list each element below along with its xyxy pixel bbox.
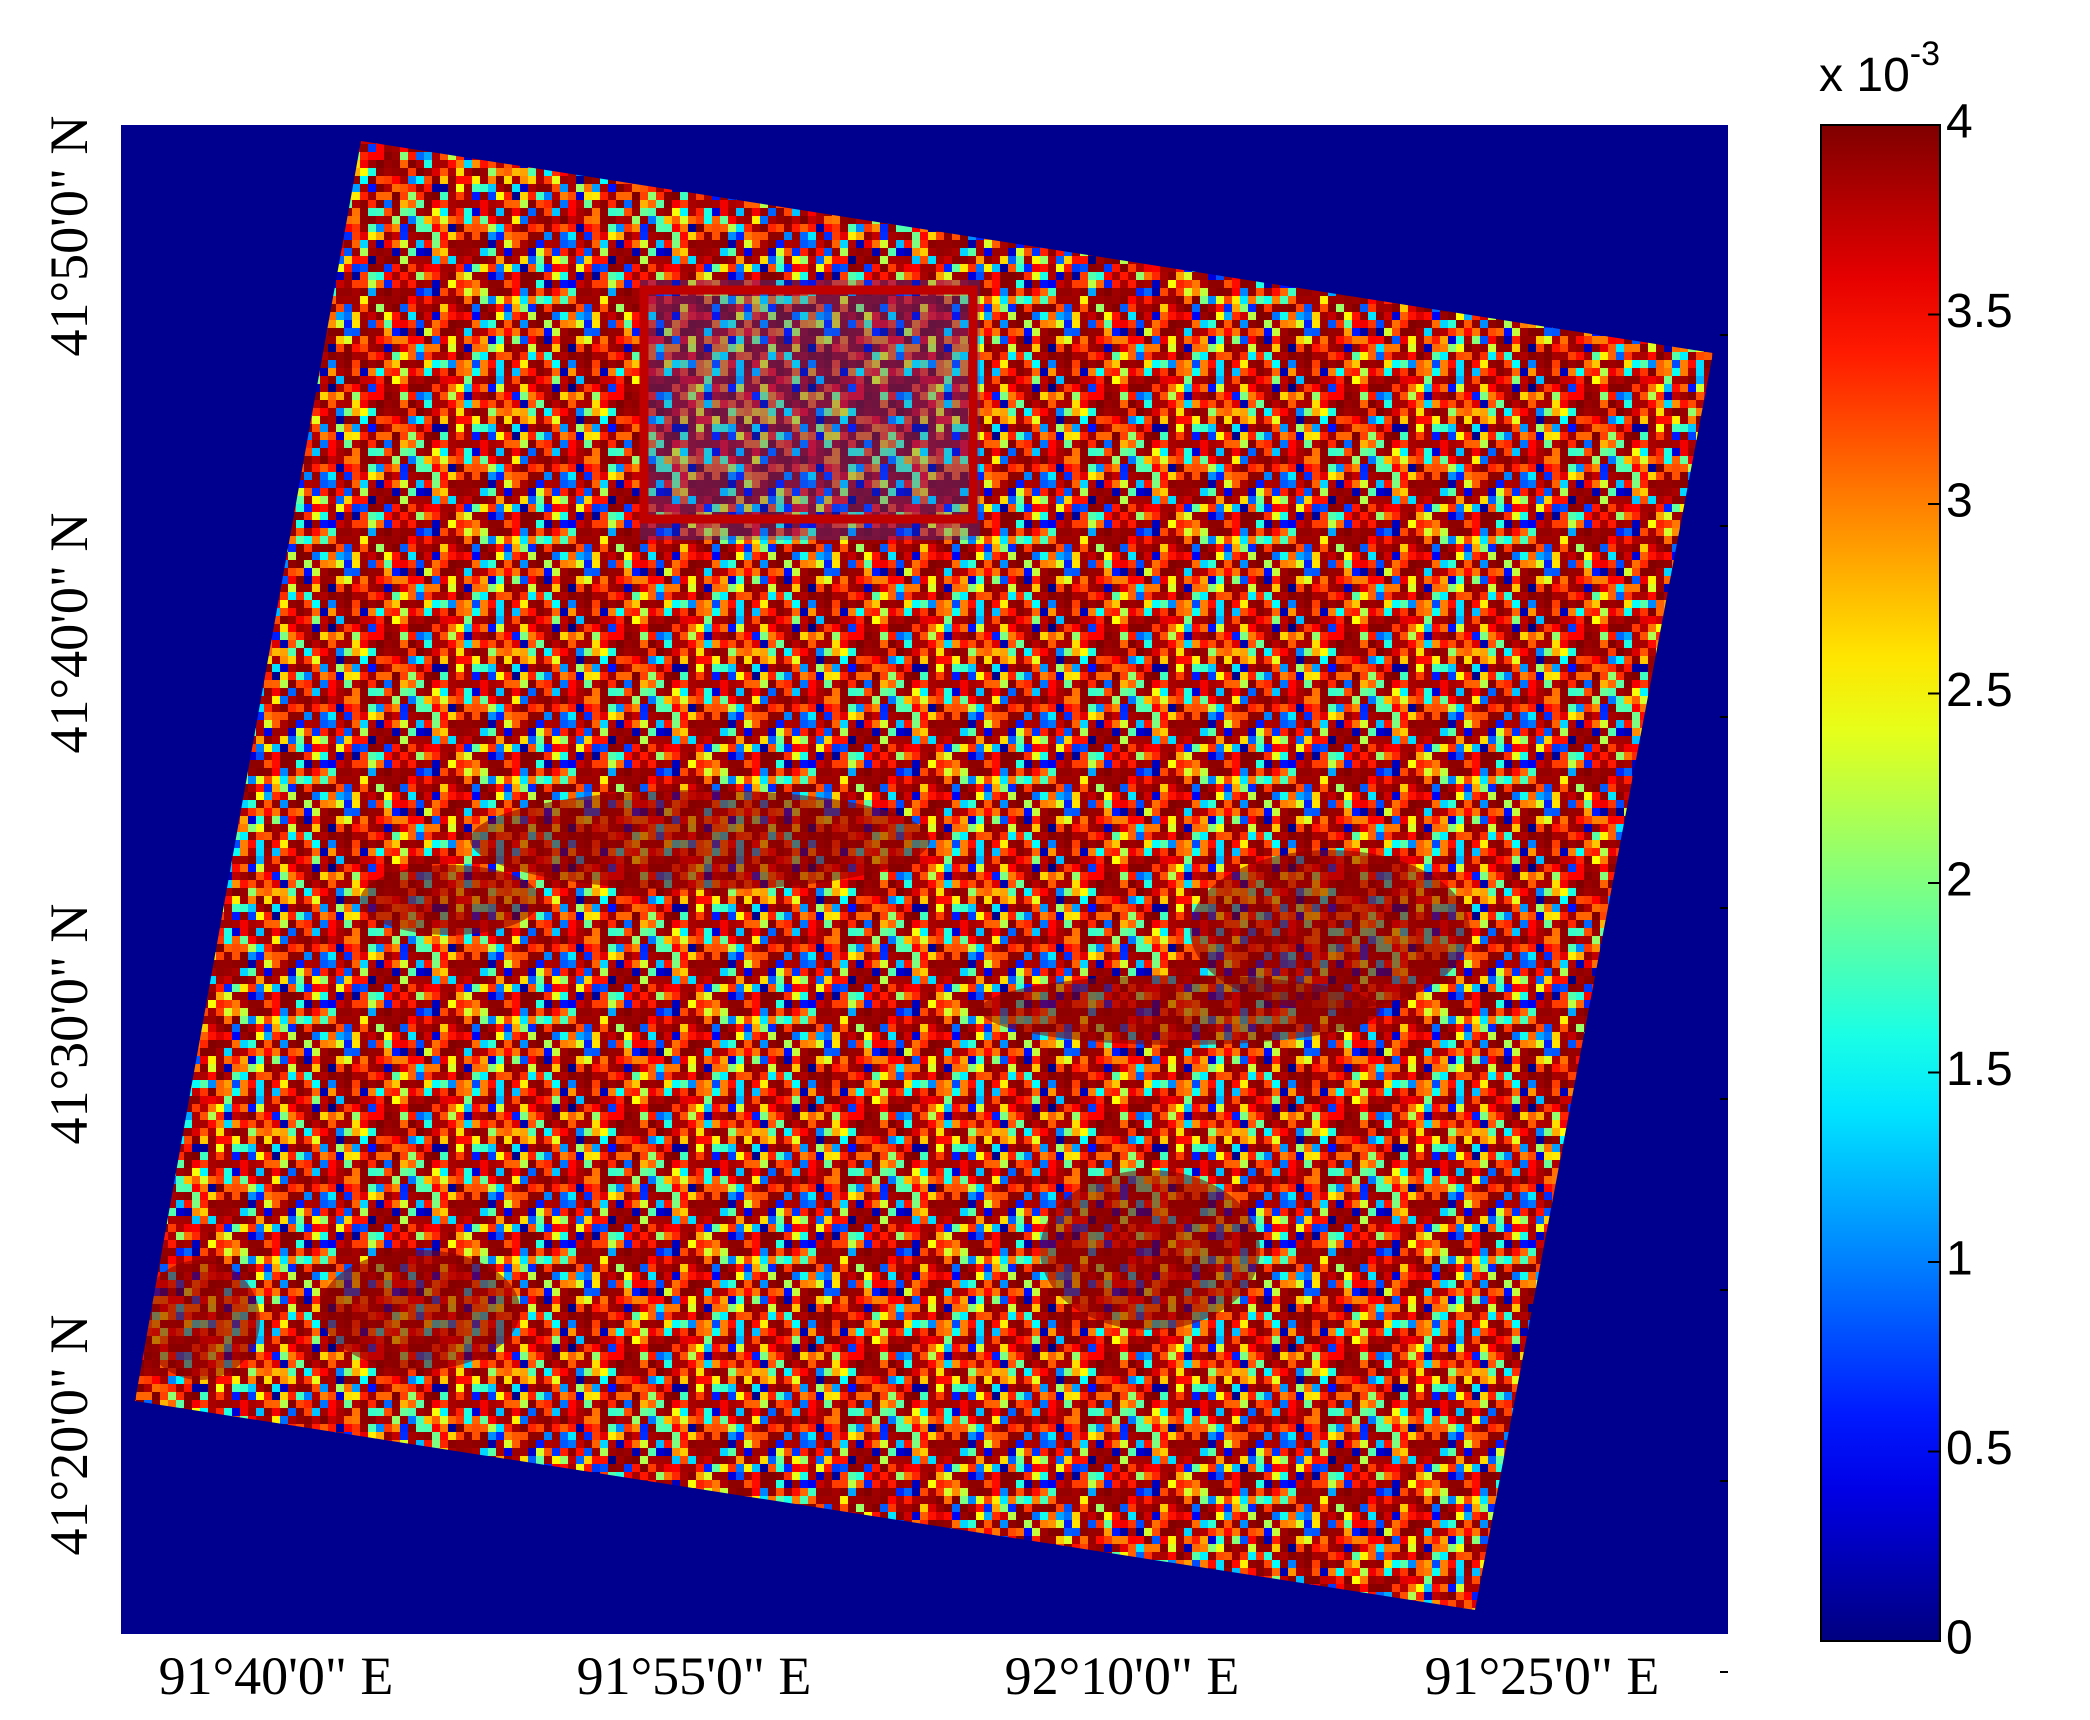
raster-blob (1040, 1170, 1260, 1330)
colorbar (1820, 124, 1941, 1642)
colorbar-tick-label: 0.5 (1946, 1422, 2013, 1475)
x-tick-label: 91°55'0" E (577, 1646, 812, 1706)
raster-blob (320, 1250, 520, 1370)
raster-blob (470, 790, 930, 890)
colorbar-tick-label: 1.5 (1946, 1043, 2013, 1096)
colorbar-tick-label: 0 (1946, 1612, 1973, 1665)
y-tick-label: 41°40'0" N (39, 513, 99, 754)
raster-blob (1190, 850, 1470, 1010)
colorbar-tick-label: 2.5 (1946, 664, 2013, 717)
raster-cool (640, 280, 980, 540)
y-tick-label: 41°50'0" N (39, 116, 99, 357)
raster-blob (140, 1260, 260, 1380)
colorbar-tick-label: 2 (1946, 854, 1973, 907)
x-tick-label: 91°25'0" E (1425, 1646, 1660, 1706)
raster-blob (360, 865, 540, 935)
raster-blob (980, 975, 1380, 1045)
colorbar-tick-label: 1 (1946, 1233, 1973, 1286)
y-tick-label: 41°20'0" N (39, 1315, 99, 1556)
multiplier-exponent: -3 (1910, 35, 1940, 73)
x-tick-label: 92°10'0" E (1005, 1646, 1240, 1706)
region-box (639, 285, 978, 524)
raster (135, 141, 1713, 1610)
multiplier-base: x 10 (1819, 49, 1910, 102)
y-tick-label: 41°30'0" N (39, 904, 99, 1145)
colorbar-tick-label: 3 (1946, 475, 1973, 528)
raster-blobs (140, 280, 1470, 1380)
colorbar-multiplier: x 10-3 (1819, 35, 1940, 102)
labels: 0 0.5 1 1.5 2 2.5 3 3.5 4 91°40'0" E 91°55'0" E 92°… (39, 96, 2013, 1706)
x-tick-label: 91°40'0" E (159, 1646, 394, 1706)
colorbar-tick-label: 3.5 (1946, 285, 2013, 338)
plot-ticks (1720, 334, 1728, 1673)
colorbar-tick-label: 4 (1946, 96, 1973, 149)
